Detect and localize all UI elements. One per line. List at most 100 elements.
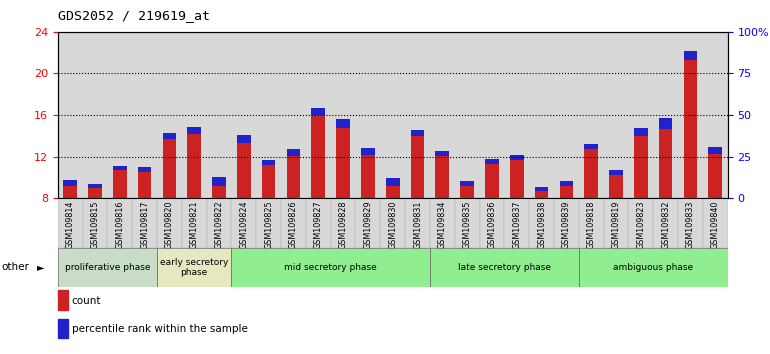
Bar <box>579 32 604 198</box>
Text: GSM109826: GSM109826 <box>289 201 298 249</box>
Text: GSM109818: GSM109818 <box>587 201 596 249</box>
Bar <box>281 198 306 248</box>
Text: GSM109829: GSM109829 <box>363 201 373 249</box>
Bar <box>634 136 648 198</box>
Bar <box>286 149 300 156</box>
Text: GSM109825: GSM109825 <box>264 201 273 249</box>
Bar <box>187 127 201 134</box>
Bar <box>430 198 455 248</box>
Bar <box>678 32 703 198</box>
Bar <box>330 198 356 248</box>
Bar <box>609 175 623 198</box>
Bar <box>455 32 480 198</box>
Bar <box>232 32 256 198</box>
Bar <box>405 32 430 198</box>
Bar <box>138 167 152 172</box>
Bar <box>82 32 107 198</box>
Bar <box>480 32 504 198</box>
Bar <box>380 198 405 248</box>
Bar <box>88 184 102 188</box>
Bar <box>579 248 728 287</box>
Bar <box>410 130 424 136</box>
Bar <box>529 32 554 198</box>
Bar <box>361 155 375 198</box>
Text: GSM109838: GSM109838 <box>537 201 546 249</box>
Bar <box>88 188 102 198</box>
Bar <box>213 177 226 186</box>
Bar <box>405 198 430 248</box>
Bar <box>162 133 176 139</box>
Bar <box>132 32 157 198</box>
Text: early secretory
phase: early secretory phase <box>160 258 229 277</box>
Bar <box>708 147 722 154</box>
Bar <box>560 181 573 186</box>
Bar <box>63 186 77 198</box>
Bar <box>138 172 152 198</box>
Text: count: count <box>72 296 101 306</box>
Text: GSM109831: GSM109831 <box>413 201 422 249</box>
Bar <box>430 32 455 198</box>
Bar <box>157 248 232 287</box>
Bar <box>460 186 474 198</box>
Text: GSM109836: GSM109836 <box>487 201 497 249</box>
Bar <box>286 156 300 198</box>
Text: GSM109839: GSM109839 <box>562 201 571 249</box>
Bar <box>436 150 449 156</box>
Text: mid secretory phase: mid secretory phase <box>284 263 377 272</box>
Bar <box>256 198 281 248</box>
Text: ►: ► <box>37 262 45 272</box>
Text: GSM109815: GSM109815 <box>90 201 99 249</box>
Bar <box>504 32 529 198</box>
Bar <box>132 198 157 248</box>
Text: late secretory phase: late secretory phase <box>458 263 551 272</box>
Bar <box>628 198 653 248</box>
Text: GSM109835: GSM109835 <box>463 201 472 249</box>
Bar <box>455 198 480 248</box>
Text: GSM109824: GSM109824 <box>239 201 249 249</box>
Bar <box>708 154 722 198</box>
Bar <box>182 198 206 248</box>
Bar <box>584 149 598 198</box>
Bar <box>678 198 703 248</box>
Bar <box>306 32 330 198</box>
Bar <box>430 248 579 287</box>
Bar <box>256 32 281 198</box>
Bar <box>182 32 206 198</box>
Text: GSM109821: GSM109821 <box>189 201 199 249</box>
Bar <box>609 170 623 175</box>
Bar <box>628 32 653 198</box>
Bar <box>157 198 182 248</box>
Bar <box>579 198 604 248</box>
Bar <box>356 198 380 248</box>
Bar <box>554 32 579 198</box>
Bar <box>380 32 405 198</box>
Bar <box>684 60 698 198</box>
Bar <box>584 144 598 149</box>
Bar <box>63 180 77 186</box>
Bar <box>213 186 226 198</box>
Bar <box>460 181 474 186</box>
Bar <box>410 136 424 198</box>
Bar <box>187 134 201 198</box>
Bar <box>534 187 548 191</box>
Bar <box>560 186 573 198</box>
Bar <box>684 51 698 60</box>
Text: GSM109820: GSM109820 <box>165 201 174 249</box>
Bar <box>659 118 672 129</box>
Bar <box>659 129 672 198</box>
Bar <box>162 139 176 198</box>
Bar <box>703 32 728 198</box>
Text: ambiguous phase: ambiguous phase <box>613 263 693 272</box>
Text: GSM109828: GSM109828 <box>339 201 347 249</box>
Bar <box>703 198 728 248</box>
Text: GSM109816: GSM109816 <box>116 201 124 249</box>
Text: percentile rank within the sample: percentile rank within the sample <box>72 324 247 334</box>
Bar <box>206 32 232 198</box>
Bar <box>107 32 132 198</box>
Text: GSM109827: GSM109827 <box>313 201 323 249</box>
Bar <box>361 148 375 155</box>
Bar <box>653 198 678 248</box>
Bar <box>485 164 499 198</box>
Bar <box>554 198 579 248</box>
Text: GSM109840: GSM109840 <box>711 201 720 249</box>
